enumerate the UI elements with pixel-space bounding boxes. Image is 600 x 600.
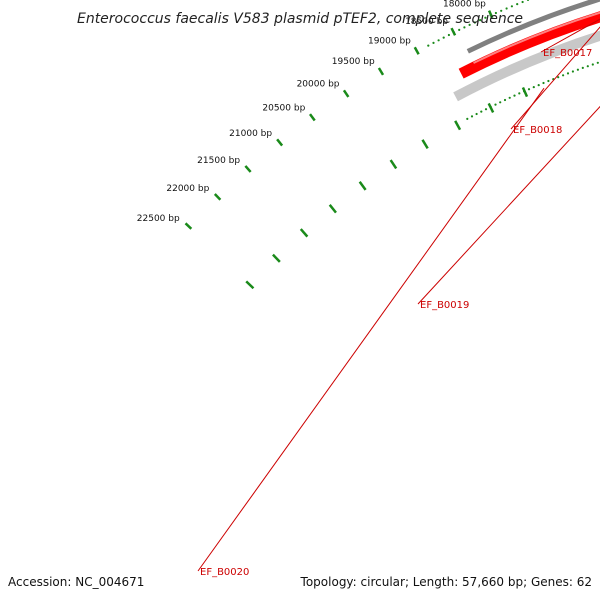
inner-tick-dot bbox=[557, 76, 560, 79]
major-tick bbox=[413, 46, 420, 55]
accession-text: Accession: NC_004671 bbox=[8, 575, 144, 589]
inner-tick-dot bbox=[532, 86, 535, 89]
inner-tick-dot bbox=[503, 98, 507, 102]
label-leader bbox=[540, 18, 600, 53]
inner-major-tick bbox=[454, 120, 462, 131]
major-tick bbox=[276, 138, 284, 147]
outer-tick-dot bbox=[526, 0, 530, 1]
inner-tick-dot bbox=[470, 115, 474, 118]
inner-major-tick bbox=[272, 253, 281, 263]
inner-tick-dot bbox=[562, 74, 565, 77]
outer-tick-dot bbox=[458, 28, 461, 31]
outer-tick-dot bbox=[479, 19, 482, 22]
label-leader bbox=[197, 87, 545, 572]
gene-label: EF_B0017 bbox=[543, 48, 592, 59]
major-tick bbox=[450, 27, 457, 36]
outer-tick-dot bbox=[447, 33, 450, 37]
outer-tick-dot bbox=[468, 23, 471, 26]
outer-tick-dot bbox=[463, 26, 466, 29]
outer-tick-dot bbox=[473, 21, 476, 24]
label-leader bbox=[417, 105, 600, 305]
major-tick bbox=[487, 10, 494, 19]
gene-arc-ef-b0020 bbox=[453, 30, 600, 102]
inner-major-tick bbox=[487, 102, 495, 113]
outer-tick-dot bbox=[442, 36, 445, 39]
outer-tick-dot bbox=[432, 41, 435, 45]
inner-tick-dot bbox=[566, 72, 570, 75]
outer-tick-dot bbox=[494, 11, 497, 15]
inner-tick-dot bbox=[547, 79, 550, 83]
tick-label: 22500 bp bbox=[137, 214, 180, 224]
inner-tick-dot bbox=[586, 65, 589, 68]
outer-tick-dot bbox=[484, 16, 487, 19]
gene-labels: EF_B0017 EF_B0018 EF_B0019 EF_B0020 bbox=[197, 18, 600, 578]
tick-label: 18000 bp bbox=[443, 0, 486, 9]
major-tick bbox=[342, 89, 350, 98]
outer-tick-dot bbox=[500, 9, 503, 12]
inner-major-tick bbox=[328, 204, 337, 214]
inner-major-tick bbox=[358, 181, 367, 191]
tick-label: 22000 bp bbox=[166, 184, 209, 194]
inner-tick-dot bbox=[596, 61, 599, 64]
tick-label: 20000 bp bbox=[297, 80, 340, 90]
outer-tick-dot bbox=[505, 7, 508, 10]
cds-highlight bbox=[473, 11, 600, 64]
inner-tick-dot bbox=[571, 70, 575, 73]
tick-label: 18500 bp bbox=[405, 17, 448, 27]
inner-major-tick bbox=[299, 228, 309, 238]
major-tick bbox=[308, 113, 316, 122]
inner-major-tick bbox=[389, 159, 398, 170]
summary-text: Topology: circular; Length: 57,660 bp; G… bbox=[300, 575, 592, 589]
inner-tick-dot bbox=[591, 63, 594, 66]
map-arcs bbox=[453, 0, 600, 102]
inner-tick-dot bbox=[475, 112, 478, 116]
major-tick bbox=[244, 165, 252, 173]
tick-labels: 18000 bp 18500 bp 19000 bp 19500 bp 20000 bp… bbox=[137, 0, 486, 224]
inner-tick-dot bbox=[518, 92, 521, 95]
inner-tick-dot bbox=[527, 88, 531, 91]
inner-tick-dot bbox=[480, 110, 483, 113]
inner-tick-dot bbox=[484, 108, 488, 111]
inner-tick-dot bbox=[542, 81, 545, 85]
backbone-ring bbox=[466, 0, 600, 54]
tick-marks bbox=[184, 0, 599, 290]
tick-label: 19500 bp bbox=[332, 57, 375, 67]
inner-major-tick bbox=[245, 280, 255, 290]
inner-tick-dot bbox=[508, 96, 511, 99]
outer-tick-dot bbox=[427, 44, 430, 47]
inner-major-tick bbox=[421, 139, 429, 149]
tick-label: 21000 bp bbox=[229, 129, 272, 139]
outer-tick-dot bbox=[516, 3, 519, 6]
inner-tick-dot bbox=[537, 84, 540, 87]
label-leader bbox=[510, 26, 600, 130]
gene-label: EF_B0020 bbox=[200, 567, 249, 578]
major-tick bbox=[213, 193, 222, 201]
inner-tick-dot bbox=[494, 103, 497, 106]
inner-tick-dot bbox=[499, 101, 502, 104]
inner-tick-dot bbox=[576, 68, 580, 71]
tick-label: 19000 bp bbox=[368, 36, 411, 46]
gene-label: EF_B0019 bbox=[420, 300, 469, 311]
outer-tick-dot bbox=[510, 5, 513, 8]
outer-tick-dot bbox=[437, 39, 440, 42]
inner-tick-dot bbox=[581, 66, 584, 69]
tick-label: 20500 bp bbox=[262, 104, 305, 114]
forward-cds-arc bbox=[458, 11, 600, 79]
inner-tick-dot bbox=[513, 94, 516, 97]
tick-label: 21500 bp bbox=[197, 156, 240, 166]
major-tick bbox=[377, 67, 385, 76]
map-title: Enterococcus faecalis V583 plasmid pTEF2… bbox=[77, 11, 523, 27]
outer-tick-dot bbox=[521, 0, 524, 4]
inner-tick-dot bbox=[466, 117, 469, 120]
gene-label: EF_B0018 bbox=[513, 125, 562, 136]
major-tick bbox=[184, 222, 193, 230]
inner-major-tick bbox=[521, 86, 529, 98]
